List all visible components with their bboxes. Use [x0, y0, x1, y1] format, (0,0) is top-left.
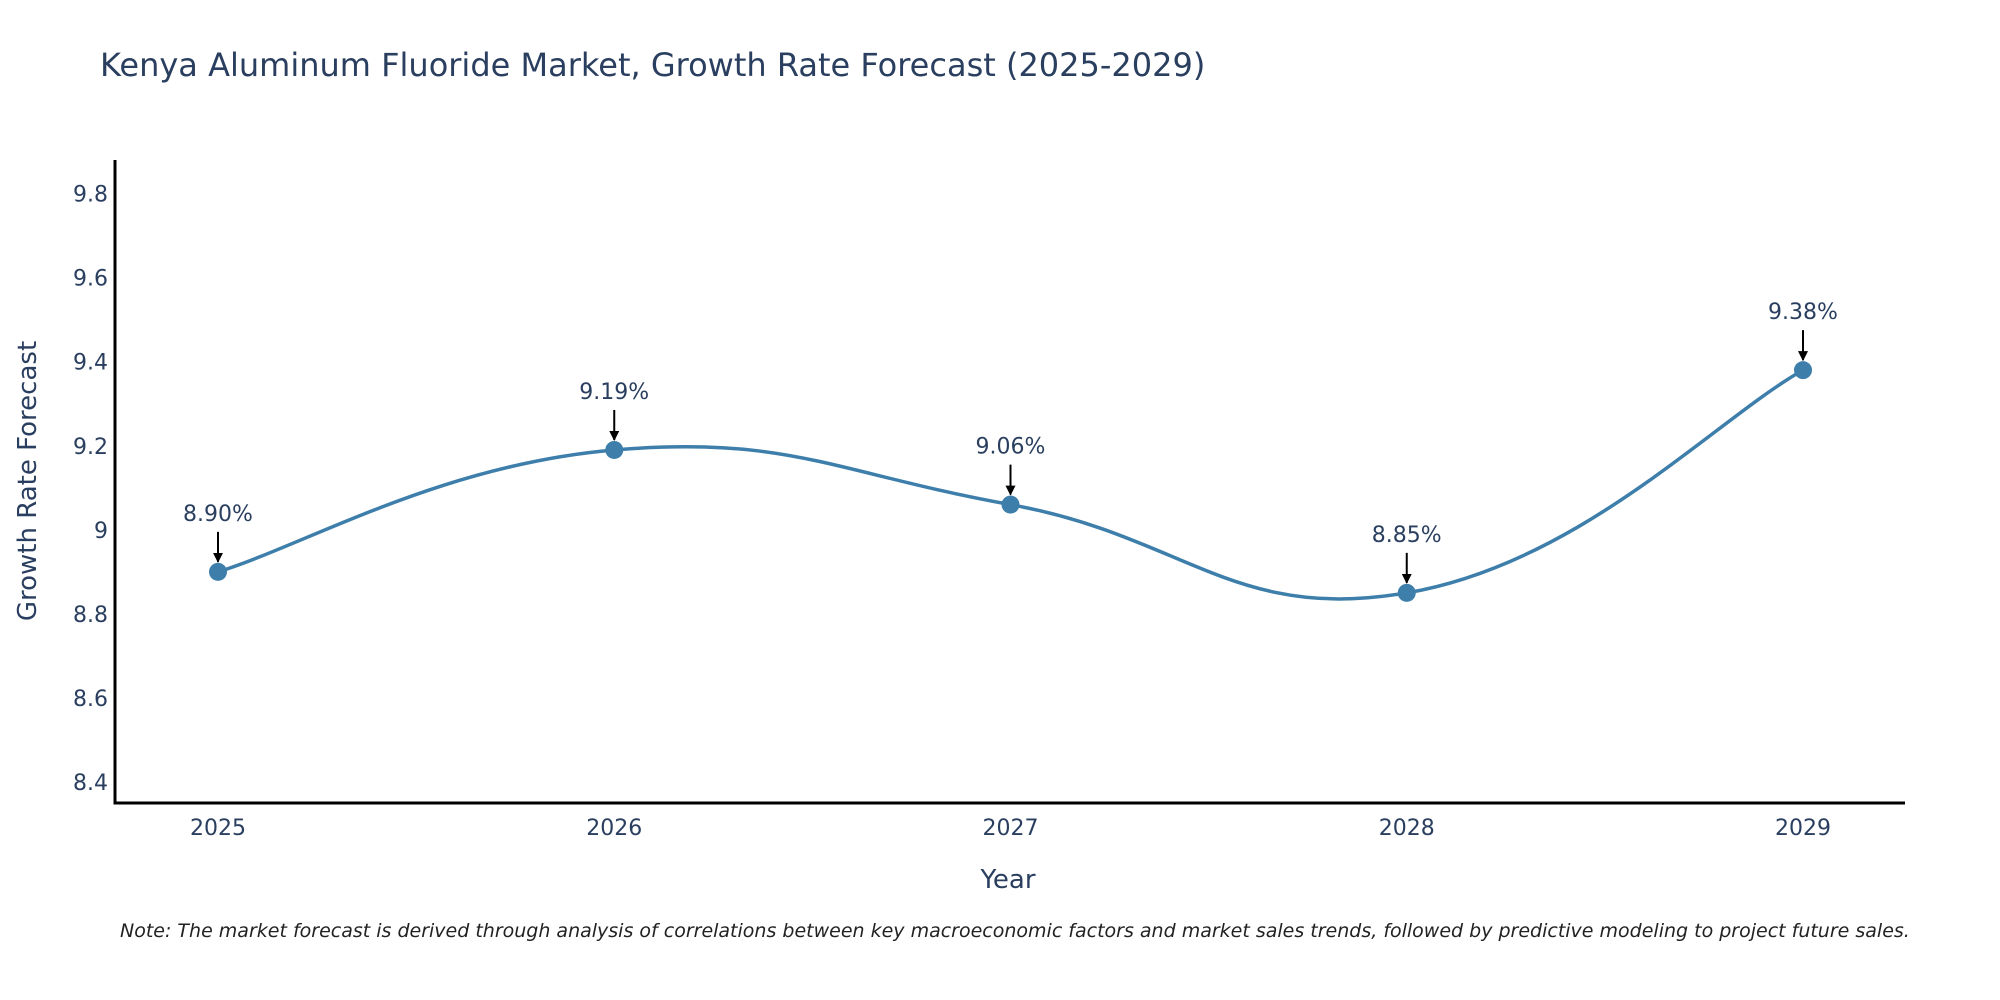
data-point	[1794, 361, 1812, 380]
data-label: 9.06%	[976, 435, 1046, 460]
chart-note: Note: The market forecast is derived thr…	[120, 920, 1910, 942]
x-tick-label: 2026	[586, 816, 642, 841]
y-tick-label: 9.8	[73, 183, 108, 208]
y-axis-title: Growth Rate Forecast	[13, 341, 43, 621]
data-label: 9.19%	[579, 380, 649, 405]
data-label: 8.90%	[183, 502, 253, 527]
x-axis-title: Year	[979, 865, 1035, 895]
data-label: 8.85%	[1372, 523, 1442, 548]
y-tick-label: 9.6	[73, 267, 108, 292]
data-point	[1001, 495, 1020, 514]
y-tick-label: 8.6	[73, 687, 108, 712]
y-tick-label: 9.2	[73, 435, 108, 460]
chart-title: Kenya Aluminum Fluoride Market, Growth R…	[100, 46, 1206, 84]
x-tick-label: 2029	[1775, 816, 1831, 841]
y-tick-label: 9	[94, 519, 108, 544]
x-tick-label: 2028	[1379, 816, 1435, 841]
data-point	[1397, 583, 1416, 602]
x-tick-label: 2025	[190, 816, 246, 841]
data-point	[209, 562, 227, 581]
data-point	[605, 440, 624, 459]
y-tick-label: 8.4	[73, 771, 108, 796]
y-tick-label: 8.8	[73, 603, 108, 628]
y-tick-label: 9.4	[73, 351, 108, 376]
x-tick-label: 2027	[983, 816, 1039, 841]
data-label: 9.38%	[1768, 300, 1838, 325]
